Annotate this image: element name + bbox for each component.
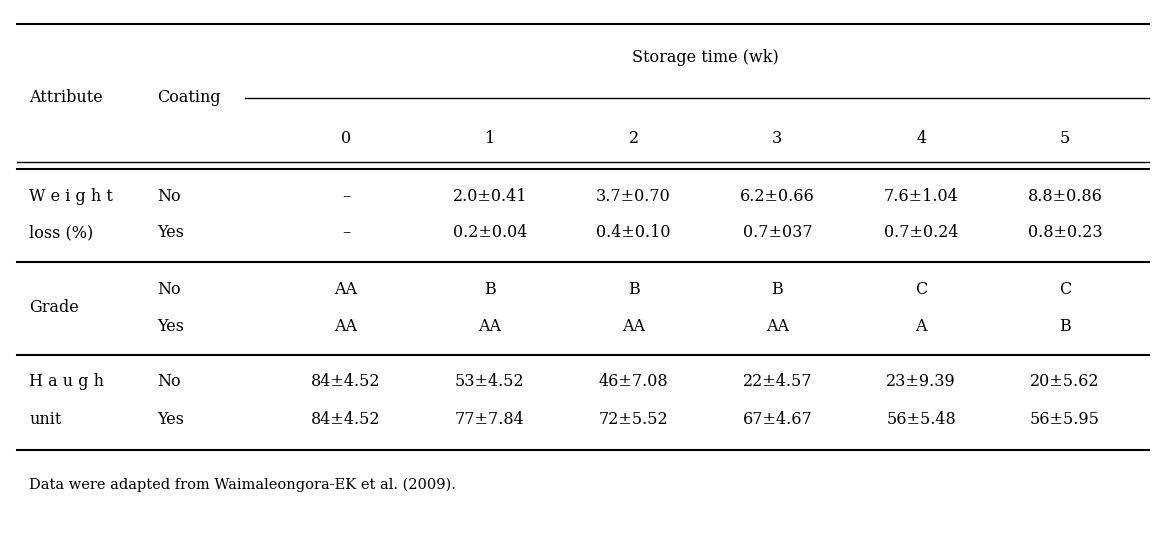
Text: 56±5.48: 56±5.48 — [886, 411, 956, 429]
Text: A: A — [915, 318, 927, 335]
Text: 84±4.52: 84±4.52 — [311, 373, 380, 391]
Text: W e i g h t: W e i g h t — [29, 188, 113, 206]
Text: H a u g h: H a u g h — [29, 373, 104, 391]
Text: C: C — [1059, 281, 1072, 298]
Text: 8.8±0.86: 8.8±0.86 — [1027, 188, 1102, 206]
Text: 5: 5 — [1060, 130, 1070, 147]
Text: –: – — [342, 188, 350, 206]
Text: 22±4.57: 22±4.57 — [743, 373, 812, 391]
Text: Coating: Coating — [157, 89, 222, 107]
Text: 7.6±1.04: 7.6±1.04 — [884, 188, 958, 206]
Text: 0: 0 — [340, 130, 351, 147]
Text: B: B — [484, 281, 496, 298]
Text: 84±4.52: 84±4.52 — [311, 411, 380, 429]
Text: 67±4.67: 67±4.67 — [743, 411, 813, 429]
Text: C: C — [915, 281, 927, 298]
Text: No: No — [157, 373, 181, 391]
Text: 2.0±0.41: 2.0±0.41 — [452, 188, 527, 206]
Text: B: B — [772, 281, 784, 298]
Text: 56±5.95: 56±5.95 — [1030, 411, 1100, 429]
Text: No: No — [157, 188, 181, 206]
Text: 0.4±0.10: 0.4±0.10 — [596, 224, 670, 242]
Text: loss (%): loss (%) — [29, 224, 93, 242]
Text: 4: 4 — [916, 130, 926, 147]
Text: AA: AA — [621, 318, 645, 335]
Text: Grade: Grade — [29, 299, 79, 317]
Text: AA: AA — [478, 318, 501, 335]
Text: 77±7.84: 77±7.84 — [455, 411, 525, 429]
Text: 72±5.52: 72±5.52 — [598, 411, 668, 429]
Text: Attribute: Attribute — [29, 89, 103, 107]
Text: 53±4.52: 53±4.52 — [455, 373, 525, 391]
Text: 20±5.62: 20±5.62 — [1031, 373, 1100, 391]
Text: 0.8±0.23: 0.8±0.23 — [1027, 224, 1102, 242]
Text: Yes: Yes — [157, 411, 184, 429]
Text: Yes: Yes — [157, 318, 184, 335]
Text: 3.7±0.70: 3.7±0.70 — [596, 188, 670, 206]
Text: B: B — [627, 281, 639, 298]
Text: Data were adapted from Waimaleongora-EK et al. (2009).: Data were adapted from Waimaleongora-EK … — [29, 478, 456, 492]
Text: 6.2±0.66: 6.2±0.66 — [740, 188, 815, 206]
Text: Storage time (wk): Storage time (wk) — [632, 48, 779, 66]
Text: 0.7±0.24: 0.7±0.24 — [884, 224, 958, 242]
Text: No: No — [157, 281, 181, 298]
Text: 1: 1 — [485, 130, 494, 147]
Text: 23±9.39: 23±9.39 — [886, 373, 956, 391]
Text: 0.2±0.04: 0.2±0.04 — [452, 224, 527, 242]
Text: 46±7.08: 46±7.08 — [598, 373, 668, 391]
Text: 2: 2 — [628, 130, 639, 147]
Text: AA: AA — [766, 318, 789, 335]
Text: B: B — [1059, 318, 1070, 335]
Text: unit: unit — [29, 411, 62, 429]
Text: AA: AA — [335, 281, 358, 298]
Text: 3: 3 — [772, 130, 782, 147]
Text: Yes: Yes — [157, 224, 184, 242]
Text: 0.7±037: 0.7±037 — [743, 224, 813, 242]
Text: –: – — [342, 224, 350, 242]
Text: AA: AA — [335, 318, 358, 335]
